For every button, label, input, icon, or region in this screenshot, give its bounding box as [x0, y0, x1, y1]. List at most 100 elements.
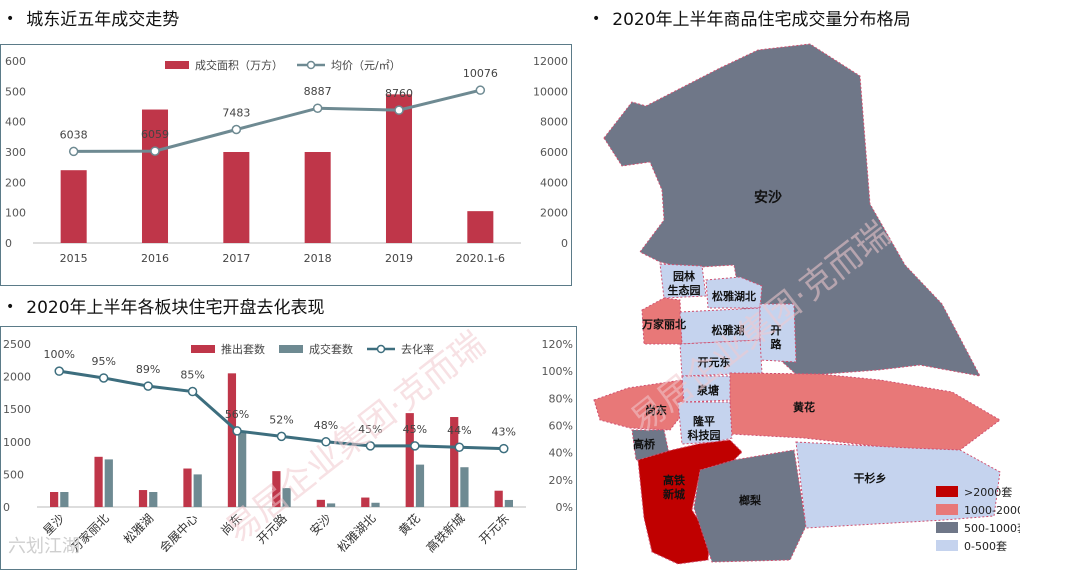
x-tick-label: 安沙 — [306, 511, 334, 539]
bar-primary — [138, 490, 148, 507]
line-point — [276, 431, 287, 442]
line-point — [475, 85, 486, 95]
x-tick-label: 松雅湖北 — [334, 511, 379, 556]
line-point — [321, 437, 331, 447]
legend-label: 均价（元/㎡） — [331, 59, 401, 72]
bar-primary — [385, 94, 413, 243]
y-left-tick-label: 2500 — [3, 338, 31, 351]
y-right-tick-label: 4000 — [540, 176, 568, 189]
y-left-tick-label: 200 — [5, 176, 26, 189]
legend-label: 去化率 — [401, 342, 434, 356]
bar-secondary — [460, 467, 469, 507]
bar-secondary — [326, 503, 336, 507]
bar-primary — [405, 413, 414, 507]
y-right-tick-label: 60% — [549, 420, 573, 433]
chart2-svg: 0 500 1000 1500 2000 2500 0% 20% 40% 60% 80% 100% 12… — [3, 338, 573, 556]
data-label: 89% — [136, 363, 160, 376]
x-tick-label: 2019 — [385, 252, 413, 265]
map-label-longping: 隆平 — [693, 414, 715, 428]
y-right-tick-label: 8000 — [540, 116, 568, 129]
data-label: 45% — [403, 423, 427, 436]
data-label: 6059 — [141, 128, 169, 141]
map-region-shangdong — [593, 379, 685, 431]
map-legend-swatch — [936, 540, 958, 551]
map-legend-swatch — [936, 504, 958, 515]
chart2-panel: 0 500 1000 1500 2000 2500 0% 20% 40% 60% 80% 100% 12… — [0, 326, 577, 570]
map-label-longping: 科技园 — [688, 428, 721, 442]
map-label-kaiyuandong: 开元东 — [698, 355, 731, 369]
bar-primary — [50, 492, 59, 507]
map-label-huanghua: 黄花 — [793, 400, 815, 414]
line-point — [365, 441, 376, 451]
y-left-tick-label: 600 — [5, 55, 26, 68]
map-region-kailu — [759, 303, 797, 363]
bar-secondary — [504, 499, 513, 507]
legend-swatch — [279, 345, 303, 353]
map-label-langli: 榔梨 — [739, 493, 762, 507]
map-region-longping — [677, 401, 733, 445]
y-left-tick-label: 1000 — [3, 436, 31, 449]
bar-primary — [183, 468, 192, 507]
line-point — [312, 103, 323, 113]
y-right-tick-label: 40% — [549, 447, 573, 460]
map-legend-swatch — [936, 486, 958, 497]
data-label: 6038 — [60, 128, 88, 141]
bar-primary — [494, 490, 503, 507]
line-point — [54, 366, 64, 376]
map-label-kailu: 开 — [771, 324, 782, 337]
data-label: 52% — [269, 413, 293, 426]
map-legend-label: 1000-2000套 — [964, 504, 1020, 517]
y-right-tick-label: 10000 — [533, 85, 568, 98]
data-label: 43% — [492, 426, 516, 439]
legend-label: 成交套数 — [309, 342, 353, 356]
y-left-tick-label: 500 — [3, 468, 24, 481]
line-point — [98, 373, 109, 383]
map-label-shangdong: 尚东 — [645, 403, 667, 417]
line-point — [143, 381, 153, 391]
map-label-yuanlin: 园林 — [673, 269, 695, 283]
data-label: 8760 — [385, 87, 413, 100]
brand-mark: 六划江湖 — [8, 536, 80, 557]
x-tick-label: 尚东 — [218, 511, 245, 538]
bar-secondary — [415, 464, 425, 507]
map-region-songyahubei — [705, 276, 763, 309]
y-left-tick-label: 400 — [5, 116, 26, 129]
bar-primary — [223, 152, 250, 243]
data-label: 8887 — [304, 85, 332, 98]
bar-primary — [450, 417, 459, 507]
y-left-tick-label: 100 — [5, 207, 26, 220]
x-tick-label: 开元东 — [477, 511, 512, 546]
y-left-tick-label: 2000 — [3, 371, 31, 384]
line-point — [68, 146, 79, 157]
map-label-ansha: 安沙 — [754, 189, 782, 206]
bar-secondary — [104, 459, 113, 507]
y-left-tick-label: 300 — [5, 146, 26, 159]
line-point — [232, 426, 242, 436]
map-label-quantang: 泉塘 — [696, 383, 719, 397]
map-label-wanjialibei: 万家丽北 — [641, 317, 686, 331]
map-region-ansha — [603, 43, 981, 377]
bar-primary — [361, 497, 370, 507]
data-label: 45% — [358, 423, 382, 436]
map-legend-label: >2000套 — [964, 486, 1012, 499]
chart1-svg: 0100200300400500600020004000600080001000… — [5, 55, 568, 265]
line-point — [410, 441, 420, 451]
map-legend-label: 500-1000套 — [964, 522, 1020, 535]
map-region-langli — [693, 449, 807, 563]
map-label-gaotie: 高铁 — [663, 473, 685, 487]
x-tick-label: 2017 — [222, 252, 250, 265]
y-right-tick-label: 120% — [542, 338, 573, 351]
y-right-tick-label: 80% — [549, 392, 573, 405]
bar-secondary — [60, 492, 69, 507]
map-region-kaiyuandong — [679, 339, 763, 377]
x-tick-label: 2020.1-6 — [456, 252, 505, 265]
line-point — [187, 386, 198, 397]
y-left-tick-label: 1500 — [3, 403, 31, 416]
x-tick-label: 2015 — [60, 252, 88, 265]
map-legend-label: 0-500套 — [964, 540, 1007, 553]
data-label: 48% — [314, 419, 338, 432]
bar-primary — [60, 170, 87, 243]
map-region-wanjialibei — [641, 297, 683, 345]
y-right-tick-label: 0 — [561, 237, 568, 250]
